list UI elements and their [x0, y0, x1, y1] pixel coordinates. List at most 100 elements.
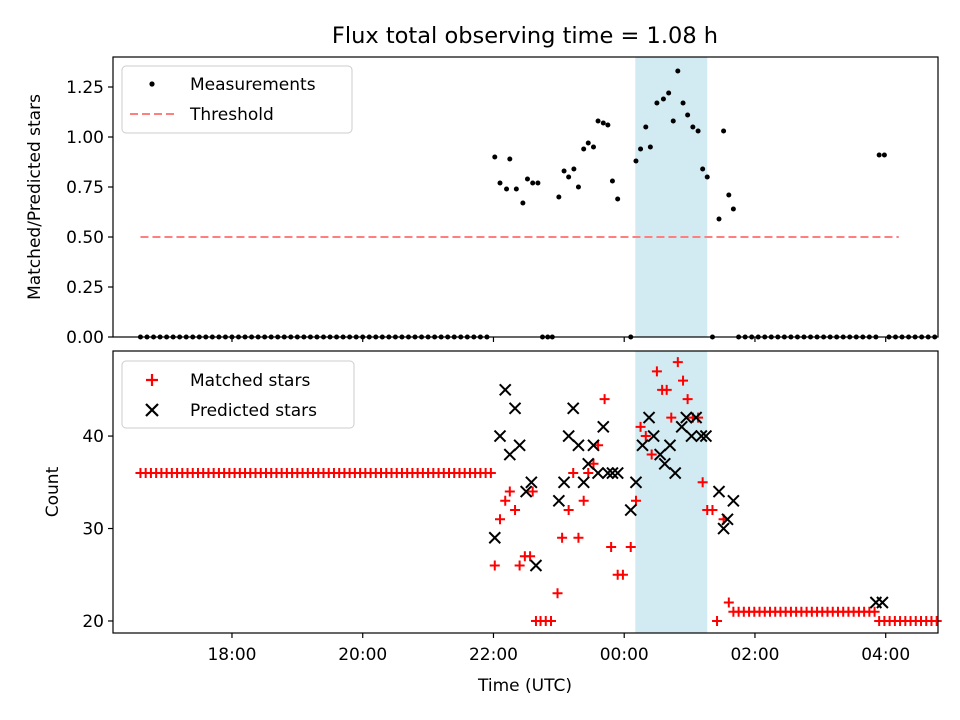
x-tick-label: 20:00 [338, 645, 387, 665]
y-tick-label: 30 [82, 520, 104, 540]
predicted-star-point [647, 429, 660, 443]
top-panel: 0.00 0.25 0.50 0.75 1.00 1.25 Matched/Predict… [25, 56, 939, 348]
predicted-star-point [611, 466, 624, 480]
legend-measurements-label: Measurements [190, 75, 316, 95]
measurement-point [726, 192, 732, 198]
top-x-ticks [231, 337, 887, 342]
measurement-point [504, 186, 510, 192]
predicted-star-point [658, 457, 671, 471]
measurement-point [520, 200, 526, 206]
matched-star-point [630, 495, 641, 506]
matched-star-point [672, 357, 683, 368]
predicted-star-point [685, 429, 698, 443]
predicted-star-point [721, 513, 734, 526]
top-y-ticks: 0.00 0.25 0.50 0.75 1.00 1.25 [66, 78, 113, 348]
legend-predicted-marker [145, 403, 159, 417]
matched-star-point [712, 615, 723, 626]
measurement-point [730, 206, 736, 212]
predicted-star-point [493, 429, 507, 443]
x-tick-label: 00:00 [600, 645, 649, 665]
measurement-point [704, 174, 710, 180]
measurement-point [605, 122, 611, 128]
bottom-highlight-span [635, 351, 708, 633]
matched-star-point [495, 514, 506, 525]
predicted-star-point [695, 429, 708, 443]
measurement-point [497, 180, 503, 186]
bottom-axes-frame [112, 350, 939, 634]
predicted-star-point [513, 439, 526, 452]
matched-star-point [723, 597, 734, 608]
predicted-star-point [525, 476, 538, 489]
predicted-star-point [582, 457, 595, 471]
matched-star-point [545, 615, 556, 626]
predicted-star-point [499, 383, 512, 397]
measurement-point [492, 154, 498, 160]
predicted-star-point [699, 429, 713, 443]
matched-star-point [625, 542, 636, 553]
predicted-star-point [562, 429, 575, 443]
matched-star-point [510, 505, 521, 516]
x-tick-label: 02:00 [730, 645, 779, 665]
predicted-star-point [552, 494, 566, 507]
measurement-point [561, 168, 567, 174]
measurement-point [615, 196, 621, 202]
measurement-point [513, 186, 519, 192]
measurement-point [660, 96, 666, 102]
matched-star-point [707, 505, 718, 516]
predicted-star-point [642, 411, 656, 424]
measurement-point [585, 140, 591, 146]
y-tick-label: 0.25 [66, 278, 104, 298]
y-tick-label: 40 [82, 427, 104, 447]
matched-star-point [682, 394, 693, 405]
measurement-point [695, 128, 701, 134]
y-tick-label: 0.00 [66, 328, 104, 348]
measurement-point [571, 166, 577, 172]
top-legend: Measurements Threshold [121, 65, 353, 134]
measurement-point [680, 100, 686, 106]
predicted-star-point [572, 439, 585, 452]
measurement-point [685, 112, 691, 118]
measurement-point [666, 90, 672, 96]
predicted-star-point [597, 420, 610, 434]
matched-star-point [578, 495, 589, 506]
matched-star-point [514, 560, 525, 571]
measurement-point [633, 158, 639, 164]
measurement-point [690, 124, 696, 130]
measurement-point [600, 120, 606, 126]
predicted-star-point [629, 476, 643, 489]
matched-star-point [617, 569, 628, 580]
y-tick-label: 0.50 [66, 228, 104, 248]
predicted-star-point [606, 466, 619, 480]
predicted-star-point [675, 420, 688, 434]
measurement-point [590, 144, 596, 150]
matched-star-point [599, 394, 610, 405]
matched-star-point [568, 468, 579, 479]
legend-predicted-label: Predicted stars [190, 401, 317, 421]
matched-star-point [557, 532, 568, 543]
measurement-point [670, 118, 676, 124]
top-highlight-span [635, 57, 708, 337]
measurement-point [654, 100, 660, 106]
predicted-star-point [636, 439, 649, 452]
chart-title: Flux total observing time = 1.08 h [332, 23, 718, 49]
predicted-star-point [653, 448, 667, 461]
measurement-point [675, 68, 681, 74]
matched-star-point [527, 486, 538, 497]
top-legend-frame [121, 65, 353, 134]
y-tick-label: 1.25 [66, 78, 104, 98]
matched-star-point [489, 560, 500, 571]
predicted-star-point [689, 411, 703, 424]
predicted-star-point [727, 494, 740, 507]
matched-star-point [661, 384, 672, 395]
matched-star-point [869, 606, 880, 617]
predicted-star-point [624, 503, 637, 517]
predicted-star-point [680, 411, 693, 424]
matched-star-point [563, 505, 574, 516]
predicted-star-point [601, 466, 615, 480]
predicted-star-point [668, 466, 682, 480]
measurement-point [638, 146, 644, 152]
measurement-point [876, 152, 882, 158]
measurement-point [881, 152, 887, 158]
bottom-legend: Matched stars Predicted stars [121, 360, 355, 429]
matched-star-point [504, 486, 515, 497]
